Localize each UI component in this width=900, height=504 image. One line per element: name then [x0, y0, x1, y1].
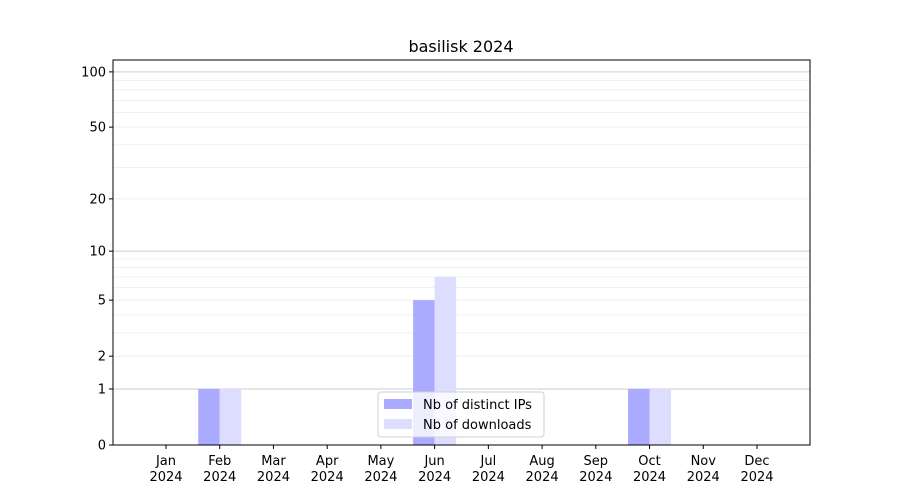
x-tick-label: Jun [423, 454, 444, 469]
x-tick-label: 2024 [203, 470, 236, 485]
x-tick-label: 2024 [740, 470, 773, 485]
y-tick-label: 2 [98, 350, 106, 365]
x-tick-label: Aug [529, 454, 554, 469]
x-tick-label: Oct [638, 454, 660, 469]
x-tick-label: Apr [316, 454, 339, 469]
x-tick-label: 2024 [579, 470, 612, 485]
x-tick-label: Jan [155, 454, 176, 469]
chart-title: basilisk 2024 [408, 37, 513, 56]
x-tick-label: 2024 [364, 470, 397, 485]
legend-label: Nb of distinct IPs [423, 398, 532, 413]
x-tick-label: Sep [584, 454, 609, 469]
x-tick-label: 2024 [257, 470, 290, 485]
x-tick-label: 2024 [418, 470, 451, 485]
bar-ips [198, 388, 220, 445]
legend-label: Nb of downloads [423, 418, 532, 433]
plot-frame [112, 59, 811, 446]
y-tick-label: 5 [98, 294, 106, 309]
bar-downloads [219, 388, 242, 445]
x-tick-label: 2024 [472, 470, 505, 485]
y-tick-label: 20 [89, 192, 106, 207]
x-tick-label: 2024 [149, 470, 182, 485]
x-tick-label: Jul [480, 454, 497, 469]
y-tick-label: 0 [98, 439, 106, 454]
x-tick-label: Feb [208, 454, 231, 469]
x-tick-label: Dec [744, 454, 769, 469]
x-tick-label: May [367, 454, 394, 469]
x-tick-label: 2024 [526, 470, 559, 485]
legend-swatch [384, 399, 412, 409]
x-tick-label: 2024 [311, 470, 344, 485]
y-tick-label: 1 [98, 382, 106, 397]
x-tick-label: Nov [691, 454, 717, 469]
x-tick-label: Mar [261, 454, 286, 469]
bar-ips [628, 388, 650, 445]
y-tick-label: 10 [89, 245, 106, 260]
y-tick-label: 50 [89, 121, 106, 136]
x-tick-label: 2024 [687, 470, 720, 485]
legend [377, 391, 545, 438]
x-tick-label: 2024 [633, 470, 666, 485]
bar-downloads [649, 388, 672, 445]
legend-swatch [384, 419, 412, 429]
y-tick-label: 100 [81, 65, 106, 80]
